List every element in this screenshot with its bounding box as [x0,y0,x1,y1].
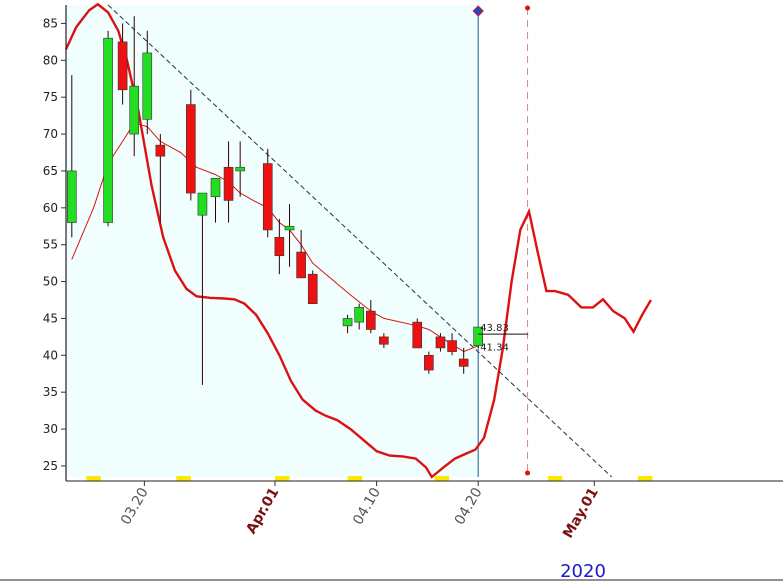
candle [424,351,434,374]
last-price-low-label: 41.34 [480,342,509,353]
candle [274,218,285,275]
x-day-marker [86,476,101,481]
candle-body-down [424,355,434,371]
candle-body-down [447,340,457,352]
x-day-marker [347,476,363,481]
candle-body-down [155,144,166,157]
candle [447,333,457,356]
candle [197,192,208,385]
candle [223,141,234,223]
candle-body-up [67,170,77,223]
candle-body-up [103,37,113,223]
candle-body-down [186,104,196,194]
y-tick-label: 40 [43,348,58,362]
y-tick-label: 70 [43,127,58,141]
x-day-marker [275,476,290,481]
candle-body-down [379,336,389,345]
candle-body-down [262,163,273,231]
candle [458,347,469,374]
year-label: 2020 [560,561,606,582]
moving-average-line [71,122,479,353]
candle [210,178,221,223]
highlight-region [66,5,479,477]
y-tick-label: 85 [43,16,58,30]
candle-body-up [235,166,245,172]
candle-body-down [117,41,128,91]
x-day-marker [637,476,653,481]
y-tick-label: 80 [43,53,58,67]
last-price-annotation: 43.83 41.34 [478,323,529,353]
y-axis-ticks: 25 30 35 40 45 50 55 60 65 70 75 80 85 [43,16,66,473]
last-price-high-label: 43.83 [480,323,509,334]
candle-body-down [365,310,376,330]
candle [155,134,166,223]
candle [284,204,295,267]
candle [296,229,306,279]
x-day-marker [434,476,450,481]
candle [67,75,77,238]
candle [354,303,364,330]
candle [262,148,273,238]
candle [307,270,318,304]
vertical-markers [472,5,531,477]
y-tick-label: 55 [43,238,58,252]
candle-body-up [142,52,153,120]
y-tick-label: 35 [43,385,58,399]
candle-body-down [274,237,285,257]
candle [103,30,113,227]
y-tick-label: 30 [43,422,58,436]
candle-body-down [223,166,234,201]
current-day-diamond [472,5,484,17]
future-marker-bottom-dot [525,470,531,476]
candle [142,30,153,135]
candle [473,326,484,348]
candle [365,300,376,334]
candle [412,318,423,349]
candle [435,333,446,352]
candle-body-down [296,251,306,279]
candle [235,141,245,197]
candle [379,333,389,348]
channel-curve [64,2,652,479]
y-tick-label: 65 [43,164,58,178]
candles [67,16,484,385]
x-day-marker [176,476,191,481]
candle-body-up [129,85,140,135]
candle-body-up [210,178,221,198]
candle-body-up [284,225,295,231]
y-tick-label: 45 [43,311,58,325]
candle-body-down [435,336,446,349]
y-tick-label: 60 [43,201,58,215]
trend-line [107,4,613,478]
x-day-marker [547,476,563,481]
candle-body-down [307,273,318,304]
y-tick-label: 50 [43,275,58,289]
candle [342,314,353,334]
candle-body-down [458,358,469,367]
candle-body-up [354,307,364,323]
candle-body-up [197,192,208,216]
candle [129,16,140,157]
candle [186,89,196,201]
x-axis-day-markers [86,476,653,481]
future-marker-top-dot [525,5,531,11]
axes [0,5,783,581]
y-tick-label: 25 [43,459,58,473]
candle-body-down [412,321,423,349]
candle-body-up [342,318,353,327]
candle [117,23,128,105]
candle-body-up [473,326,484,347]
y-tick-label: 75 [43,90,58,104]
